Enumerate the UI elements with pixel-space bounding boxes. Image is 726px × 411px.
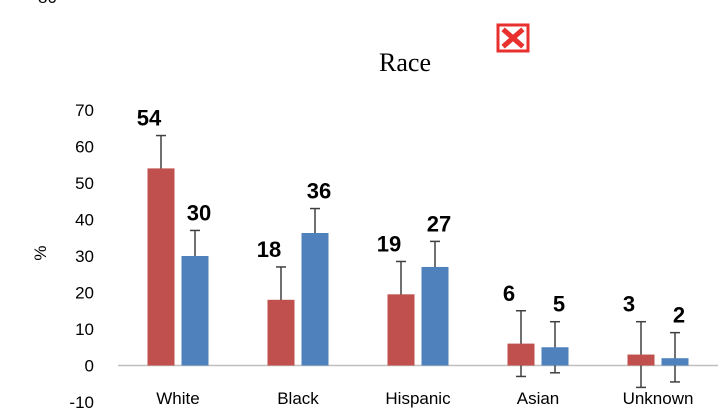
y-tick-label: 10 bbox=[75, 320, 94, 339]
y-tick-label: 70 bbox=[75, 101, 94, 120]
y-tick-label: 60 bbox=[75, 138, 94, 157]
error-bar bbox=[670, 331, 680, 383]
y-tick-label: 20 bbox=[75, 284, 94, 303]
bar bbox=[541, 347, 569, 366]
clipped-axis-number: 80 bbox=[38, 0, 57, 8]
category-label: Hispanic bbox=[385, 389, 451, 408]
error-bars bbox=[156, 134, 680, 389]
data-label: 6 bbox=[503, 281, 515, 306]
category-label: White bbox=[156, 389, 199, 408]
category-label: Unknown bbox=[623, 389, 694, 408]
category-labels: White Black Hispanic Asian Unknown bbox=[156, 389, 693, 408]
bar bbox=[627, 354, 655, 366]
y-tick-label: 0 bbox=[85, 357, 94, 376]
bar bbox=[661, 358, 689, 366]
y-axis-ticks: -10 0 10 20 30 40 50 60 70 bbox=[69, 101, 94, 411]
bar bbox=[267, 299, 295, 366]
data-label: 54 bbox=[137, 106, 162, 131]
bar bbox=[301, 233, 329, 366]
data-labels: 54 30 18 36 19 27 6 5 3 2 bbox=[137, 106, 685, 328]
bars bbox=[147, 168, 689, 366]
data-label: 19 bbox=[377, 231, 401, 256]
data-label: 30 bbox=[187, 200, 211, 225]
category-label: Black bbox=[277, 389, 319, 408]
close-box-icon bbox=[496, 23, 530, 53]
data-label: 27 bbox=[427, 211, 451, 236]
bar bbox=[387, 294, 415, 366]
chart-title: Race bbox=[379, 48, 431, 77]
bar bbox=[181, 256, 209, 366]
category-label: Asian bbox=[517, 389, 560, 408]
bar bbox=[421, 266, 449, 366]
data-label: 5 bbox=[553, 292, 565, 317]
data-label: 36 bbox=[307, 179, 331, 204]
y-tick-label: 40 bbox=[75, 211, 94, 230]
bar bbox=[507, 343, 535, 366]
data-label: 2 bbox=[673, 303, 685, 328]
y-tick-label: 30 bbox=[75, 247, 94, 266]
y-tick-label: -10 bbox=[69, 393, 94, 411]
y-axis-label: % bbox=[31, 245, 50, 260]
data-label: 18 bbox=[257, 237, 281, 262]
y-tick-label: 50 bbox=[75, 174, 94, 193]
bar bbox=[147, 168, 175, 366]
data-label: 3 bbox=[623, 292, 635, 317]
